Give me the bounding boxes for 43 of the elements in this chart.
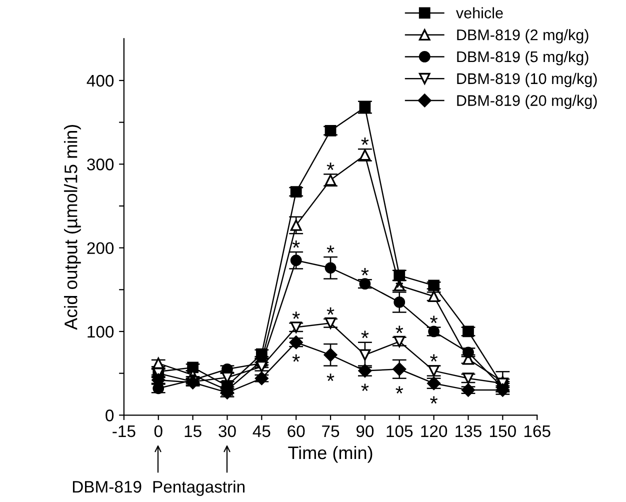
annotation: *: [361, 384, 369, 392]
x-tick-label: 45: [252, 425, 270, 438]
text: DBM-819: [72, 480, 142, 493]
x-tick-label: 150: [490, 425, 516, 438]
annotation: *: [326, 245, 334, 253]
x-tick-label: -15: [112, 425, 136, 438]
annotation: *: [430, 316, 438, 324]
legend-label: DBM-819 (10 mg/kg): [457, 72, 597, 88]
annotation: *: [361, 268, 369, 276]
text: Pentagastrin: [153, 480, 244, 496]
annotation: *: [430, 396, 438, 404]
annotation: *: [430, 354, 438, 362]
x-tick-label: 165: [524, 425, 550, 438]
annotation: *: [396, 326, 404, 334]
y-tick-label: 300: [87, 158, 114, 170]
y-tick-label: 0: [106, 410, 114, 422]
x-tick-label: 90: [356, 425, 374, 438]
legend-label: vehicle: [456, 7, 503, 18]
x-tick-label: 105: [386, 425, 413, 438]
legend-label: DBM-819 (2 mg/kg): [457, 29, 588, 44]
x-tick-label: 15: [184, 425, 202, 438]
x-axis-title: Time (min): [288, 446, 372, 463]
y-tick-label: 100: [88, 326, 114, 338]
annotation: *: [326, 162, 334, 170]
x-tick-label: 0: [154, 425, 162, 438]
annotation: *: [326, 374, 334, 381]
annotation: *: [361, 138, 369, 145]
annotation: *: [361, 330, 369, 338]
x-tick-label: 30: [218, 425, 236, 438]
x-tick-label: 60: [288, 425, 305, 438]
y-axis-title: Acid output (µmol/15 min): [64, 124, 81, 330]
legend-label: DBM-819 (5 mg/kg): [457, 50, 588, 66]
x-tick-label: 75: [322, 425, 340, 438]
x-tick-label: 135: [456, 425, 482, 438]
annotation: *: [292, 354, 300, 362]
annotation: *: [292, 240, 300, 248]
annotation: *: [396, 386, 404, 394]
y-tick-label: 400: [86, 74, 114, 87]
annotation: *: [292, 312, 300, 319]
y-tick-label: 200: [87, 242, 114, 254]
annotation: *: [326, 307, 334, 315]
x-tick-label: 120: [421, 425, 448, 438]
legend-label: DBM-819 (20 mg/kg): [457, 94, 597, 109]
